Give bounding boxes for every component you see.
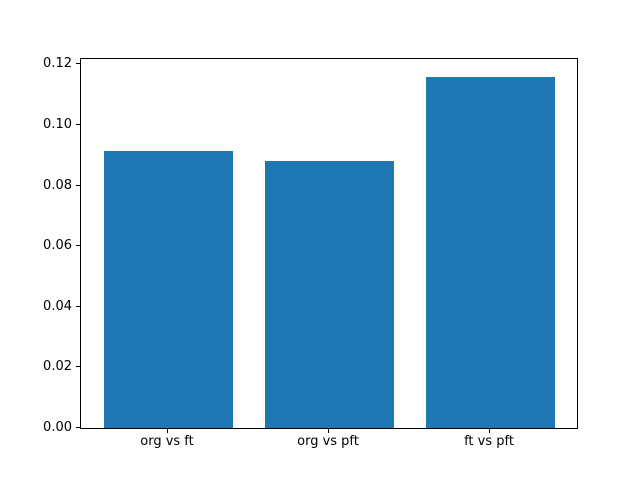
y-tick-mark <box>76 185 80 186</box>
y-tick-label: 0.00 <box>43 420 72 435</box>
bar-ft-vs-pft <box>426 77 555 428</box>
y-tick-label: 0.12 <box>43 56 72 71</box>
x-tick-mark <box>328 429 329 433</box>
x-tick-label: ft vs pft <box>464 434 514 449</box>
x-tick-label: org vs pft <box>297 434 359 449</box>
y-tick-mark <box>76 366 80 367</box>
y-tick-mark <box>76 245 80 246</box>
y-tick-label: 0.08 <box>43 178 72 193</box>
y-tick-label: 0.06 <box>43 238 72 253</box>
x-tick-mark <box>167 429 168 433</box>
y-tick-label: 0.10 <box>43 117 72 132</box>
y-tick-mark <box>76 63 80 64</box>
y-tick-label: 0.04 <box>43 299 72 314</box>
y-tick-mark <box>76 124 80 125</box>
x-tick-mark <box>489 429 490 433</box>
bar-org-vs-ft <box>104 151 233 428</box>
plot-area <box>80 58 578 429</box>
y-tick-mark <box>76 306 80 307</box>
y-tick-label: 0.02 <box>43 359 72 374</box>
y-tick-mark <box>76 427 80 428</box>
x-tick-label: org vs ft <box>140 434 194 449</box>
bar-org-vs-pft <box>265 161 394 428</box>
